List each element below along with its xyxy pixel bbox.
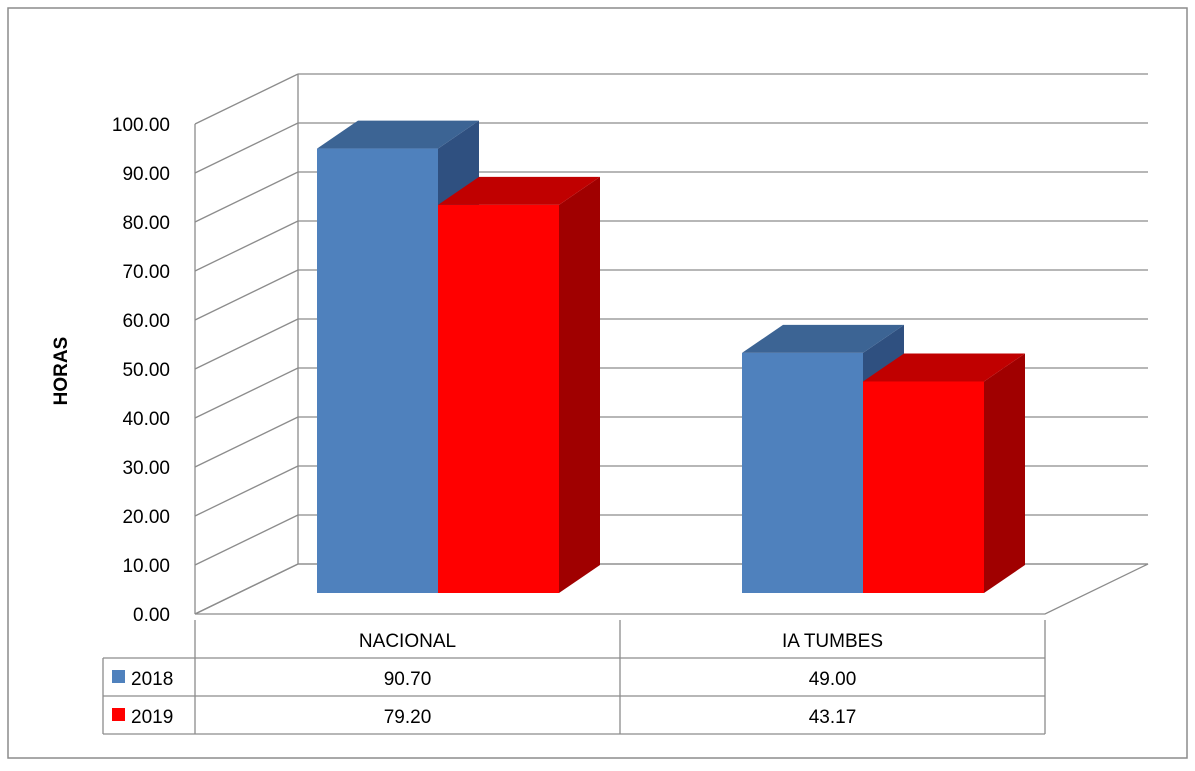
bar-side-face [984, 353, 1025, 593]
bar-front-face [742, 352, 863, 593]
y-tick-label: 20.00 [122, 507, 170, 528]
bar-side-face [559, 176, 600, 594]
bar-front-face [438, 204, 559, 594]
y-tick-label: 100.00 [112, 115, 170, 136]
gridline-diagonal [194, 171, 299, 223]
bar-top-face [742, 324, 904, 353]
x-tick-label: IA TUMBES [782, 631, 883, 652]
gridline-diagonal [194, 465, 299, 517]
y-tick-label: 10.00 [122, 556, 170, 577]
chart-floor [194, 563, 1149, 615]
y-tick-label: 0.00 [133, 605, 170, 626]
gridline-diagonal [194, 122, 299, 174]
y-tick-label: 70.00 [122, 262, 170, 283]
bar-top-face [317, 120, 479, 149]
y-tick-label: 50.00 [122, 360, 170, 381]
gridline-diagonal [194, 220, 299, 272]
y-axis-tick-labels: 0.00 10.00 20.00 30.00 40.00 50.00 60.00 70.00 8… [112, 115, 170, 626]
gridline-diagonal [194, 73, 299, 125]
bar-top-face [438, 176, 600, 205]
bars [317, 120, 1025, 594]
y-tick-label: 30.00 [122, 458, 170, 479]
legend-swatch [112, 670, 125, 683]
legend-label: 2018 [131, 669, 173, 690]
data-label: 43.17 [809, 707, 857, 728]
data-label: 90.70 [384, 669, 432, 690]
gridline-diagonal [194, 318, 299, 370]
gridline-diagonal [194, 269, 299, 321]
legend-label: 2019 [131, 707, 173, 728]
legend-swatch [112, 708, 125, 721]
y-tick-label: 40.00 [122, 409, 170, 430]
y-tick-label: 80.00 [122, 213, 170, 234]
x-tick-label: NACIONAL [359, 631, 456, 652]
gridline-diagonal [194, 514, 299, 566]
y-tick-label: 90.00 [122, 164, 170, 185]
bar-2019-nacional [438, 176, 600, 594]
data-label: 49.00 [809, 669, 857, 690]
gridline-diagonal [194, 416, 299, 468]
y-axis-label: HORAS [51, 337, 72, 406]
bar-front-face [317, 148, 438, 593]
gridline-diagonal [194, 367, 299, 419]
bar-2019-ia-tumbes [863, 353, 1025, 593]
floor-outline [194, 563, 1149, 615]
y-tick-label: 60.00 [122, 311, 170, 332]
data-label: 79.20 [384, 707, 432, 728]
bar-top-face [863, 353, 1025, 382]
bar-front-face [863, 381, 984, 593]
data-table: NACIONAL IA TUMBES 2018 90.70 49.00 2019 79.20… [102, 620, 1046, 735]
